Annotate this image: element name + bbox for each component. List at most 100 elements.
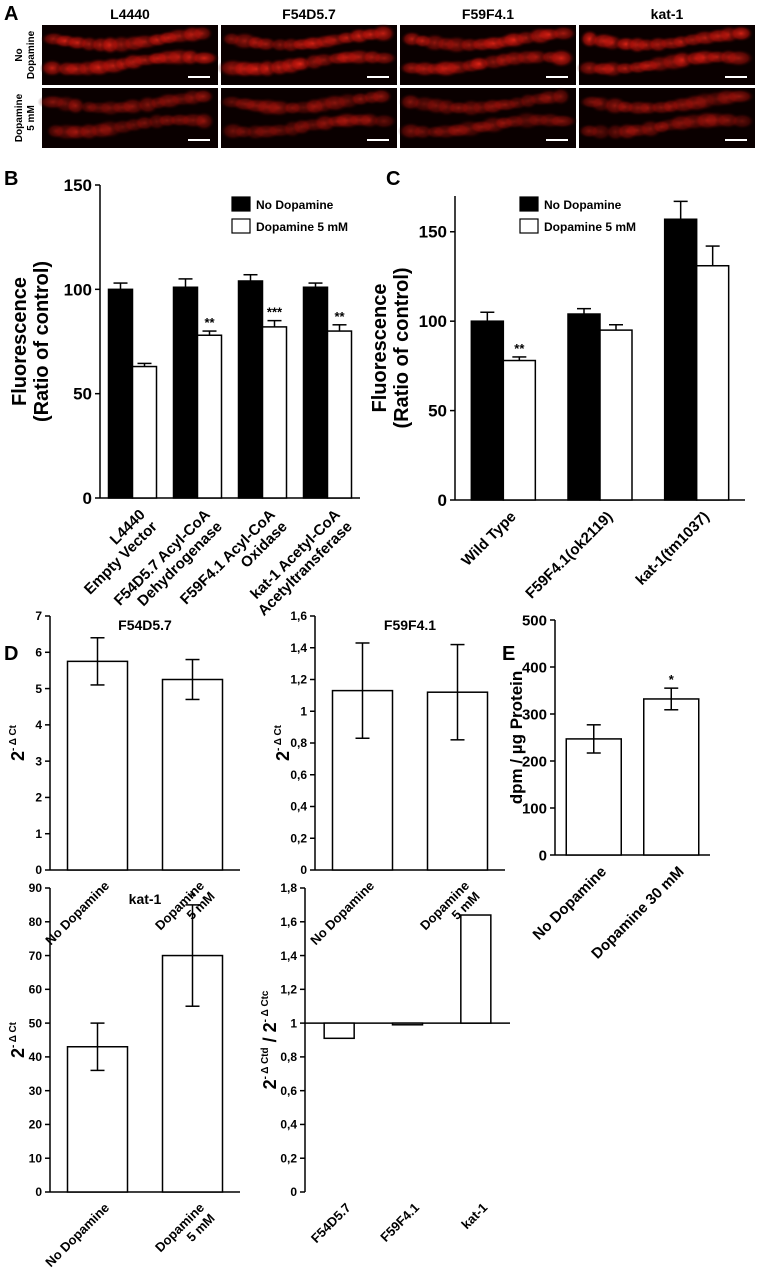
y-label: dpm / µg Protein: [507, 671, 526, 805]
worm-spot: [370, 50, 398, 66]
column-label: L4440: [110, 6, 150, 22]
error-bar: [137, 362, 152, 367]
error-bar: [355, 642, 370, 739]
error-bar: [90, 637, 105, 686]
y-label-line: Fluorescence: [369, 284, 391, 413]
y-tick-label: 1,4: [280, 949, 297, 963]
y-tick-label: 400: [522, 659, 547, 676]
column-label: F54D5.7: [282, 6, 336, 22]
worm-spot: [370, 23, 397, 44]
bar: [161, 954, 224, 1193]
worm-spot: [547, 48, 576, 69]
x-tick-label: kat-1: [458, 1200, 490, 1232]
error-bar: [480, 311, 495, 322]
error-bar: [308, 282, 323, 288]
error-bar: [267, 319, 282, 327]
y-tick-label: 1,2: [290, 673, 307, 687]
x-tick-label-line: No Dopamine: [42, 878, 112, 948]
y-tick-label: 40: [29, 1050, 43, 1064]
error-bar: [673, 200, 688, 220]
y-label-text: 2- Δ Ctd / 2- Δ Ctc: [260, 990, 280, 1089]
y-tick-label: 0,6: [280, 1084, 297, 1098]
y-tick-label: 150: [64, 176, 92, 195]
worm-spot: [369, 88, 393, 105]
y-label-line: (Ratio of control): [31, 261, 53, 422]
y-tick-label: 0: [35, 863, 42, 877]
y-tick-label: 0,8: [290, 736, 307, 750]
x-tick-label: kat-1(tm1037): [633, 508, 713, 588]
y-label-text: 2- Δ Ct: [8, 724, 28, 761]
row-label: Dopamine 5 mM: [14, 93, 37, 142]
panel-letter: E: [502, 643, 515, 665]
chart-title: F54D5.7: [118, 617, 172, 633]
y-tick-label: 100: [64, 280, 92, 299]
y-tick-label: 80: [29, 915, 43, 929]
y-label: 2- Δ Ct: [8, 1021, 28, 1058]
error-bar: [243, 273, 258, 281]
x-tick-label-line: kat-1: [458, 1200, 490, 1232]
bar: [643, 698, 700, 856]
y-label-exponent: - Δ Ctc: [260, 990, 271, 1022]
bar: [302, 286, 329, 499]
x-tick-label-line: F54D5.7: [308, 1200, 354, 1246]
y-label-base: 2: [273, 751, 293, 761]
x-tick-label: No Dopamine: [42, 1200, 112, 1270]
y-tick-label: 500: [522, 612, 547, 629]
x-tick-label: No Dopamine: [530, 863, 610, 943]
worm-spot: [370, 113, 398, 129]
legend-label: Dopamine 5 mM: [256, 220, 348, 234]
y-label-base: 2: [260, 1079, 280, 1089]
x-tick-label-line: F59F4.1(ok2119): [522, 508, 616, 602]
y-tick-label: 0: [35, 1185, 42, 1199]
y-label-exponent: - Δ Ct: [8, 724, 19, 751]
y-tick-label: 0,2: [290, 831, 307, 845]
error-bar: [113, 282, 128, 290]
bar: [565, 738, 622, 856]
y-tick-label: 3: [35, 754, 42, 768]
error-bar: [450, 643, 465, 741]
y-tick-label: 1,8: [280, 881, 297, 895]
significance: **: [204, 315, 215, 330]
y-tick-label: 100: [522, 800, 547, 817]
error-bar: [185, 904, 200, 1007]
error-bar: [609, 324, 623, 331]
y-tick-label: 1,6: [290, 609, 307, 623]
error-bar: [90, 1022, 105, 1072]
y-tick-label: 7: [35, 609, 42, 623]
y-tick-label: 200: [522, 753, 547, 770]
bar: [695, 264, 730, 501]
legend-swatch: [519, 218, 539, 234]
error-bar: [705, 245, 720, 266]
error-bar: [577, 307, 591, 315]
legend-label: Dopamine 5 mM: [544, 220, 636, 234]
x-tick-label-line: F59F4.1: [377, 1200, 422, 1245]
chart-title: kat-1: [129, 891, 162, 907]
significance: **: [514, 341, 525, 356]
bar: [66, 660, 129, 871]
error-bar: [664, 687, 679, 711]
bar: [172, 286, 199, 499]
y-tick-label: 300: [522, 706, 547, 723]
error-bar: [202, 330, 217, 336]
worm-spot: [188, 50, 220, 66]
y-label-exponent: - Δ Ctd: [260, 1047, 271, 1079]
worm-spot: [729, 113, 755, 130]
y-label: 2- Δ Ct: [273, 724, 293, 761]
y-tick-label: 150: [419, 223, 447, 242]
worm-spot: [728, 25, 754, 42]
worm-spot: [550, 87, 571, 106]
row-label-line: Dopamine: [26, 30, 37, 79]
row-label: No Dopamine: [14, 30, 37, 79]
y-label-exponent: - Δ Ct: [8, 1021, 19, 1048]
y-tick-label: 0: [290, 1185, 297, 1199]
y-tick-label: 50: [29, 1016, 43, 1030]
worm-spot: [190, 25, 214, 42]
column-label: F59F4.1: [462, 6, 514, 22]
worm-spot: [193, 111, 215, 131]
panel-letter: D: [4, 643, 18, 665]
y-label-line: Fluorescence: [9, 277, 31, 406]
y-label-base: / 2: [260, 1022, 280, 1047]
y-tick-label: 1: [290, 1016, 297, 1030]
bar: [470, 320, 505, 501]
